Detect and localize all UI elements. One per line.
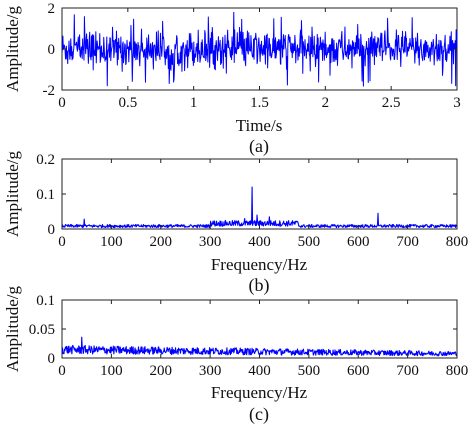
x-tick-label: 800 (446, 363, 469, 379)
y-tick-label: 0.2 (36, 152, 55, 168)
x-tick-label: 0.5 (118, 95, 137, 111)
y-tick-label: -2 (43, 83, 56, 99)
panel-c: 0 100 200 300 400 500 600 700 800 0 0.05 0.1 Amplit… (3, 286, 468, 425)
x-tick-label: 100 (100, 363, 123, 379)
y-tick-label: 0 (48, 222, 56, 238)
y-tick-label: 0 (48, 351, 56, 367)
x-tick-label: 100 (100, 234, 123, 250)
x-tick-label: 0 (58, 234, 66, 250)
x-tick-label: 500 (298, 234, 321, 250)
panel-b-ticks: 0 100 200 300 400 500 600 700 800 0 0.1 0.2 (36, 152, 468, 250)
x-tick-label: 300 (199, 234, 222, 250)
panel-b: 0 100 200 300 400 500 600 700 800 0 0.1 0.2 Amplitu… (3, 151, 468, 296)
panel-c-series (61, 336, 458, 357)
x-tick-label: 3 (453, 95, 461, 111)
x-tick-label: 1 (190, 95, 198, 111)
x-tick-label: 200 (150, 363, 173, 379)
panel-a: 0 0.5 1 1.5 2 2.5 3-202 Amplitude/g Time/s (a) (3, 1, 461, 157)
x-tick-label: 800 (446, 234, 469, 250)
x-tick-label: 600 (347, 234, 370, 250)
y-tick-label: 0.1 (36, 293, 55, 309)
y-tick-label: 2 (48, 1, 56, 17)
x-tick-label: 1.5 (250, 95, 269, 111)
panel-c-caption: (c) (249, 404, 269, 425)
panel-b-frame (61, 158, 458, 230)
panel-a-ylabel: Amplitude/g (3, 6, 22, 92)
series-line (61, 11, 458, 87)
panel-a-xlabel: Time/s (236, 116, 283, 135)
panel-b-caption: (b) (249, 275, 270, 296)
series-line (61, 336, 458, 357)
x-tick-label: 400 (248, 363, 271, 379)
y-tick-label: 0.05 (29, 322, 55, 338)
x-tick-label: 700 (396, 363, 419, 379)
x-tick-label: 600 (347, 363, 370, 379)
x-tick-label: 300 (199, 363, 222, 379)
panel-a-series (61, 11, 458, 87)
series-line (61, 186, 458, 229)
panel-c-ticks: 0 100 200 300 400 500 600 700 800 0 0.05 0.1 (29, 293, 469, 379)
panel-b-series (61, 186, 458, 229)
panel-c-ylabel: Amplitude/g (3, 286, 22, 372)
panel-a-ticks: 0 0.5 1 1.5 2 2.5 3-202 (43, 1, 461, 111)
x-tick-label: 0 (58, 95, 66, 111)
y-tick-label: 0 (48, 42, 56, 58)
x-tick-label: 700 (396, 234, 419, 250)
x-tick-label: 0 (58, 363, 66, 379)
x-tick-label: 200 (150, 234, 173, 250)
x-tick-label: 400 (248, 234, 271, 250)
panel-b-ylabel: Amplitude/g (3, 151, 22, 237)
x-tick-label: 500 (298, 363, 321, 379)
panel-c-xlabel: Frequency/Hz (211, 383, 308, 402)
y-tick-label: 0.1 (36, 187, 55, 203)
x-tick-label: 2 (322, 95, 330, 111)
panel-a-caption: (a) (249, 136, 269, 157)
panel-b-xlabel: Frequency/Hz (211, 255, 308, 274)
x-tick-label: 2.5 (382, 95, 401, 111)
